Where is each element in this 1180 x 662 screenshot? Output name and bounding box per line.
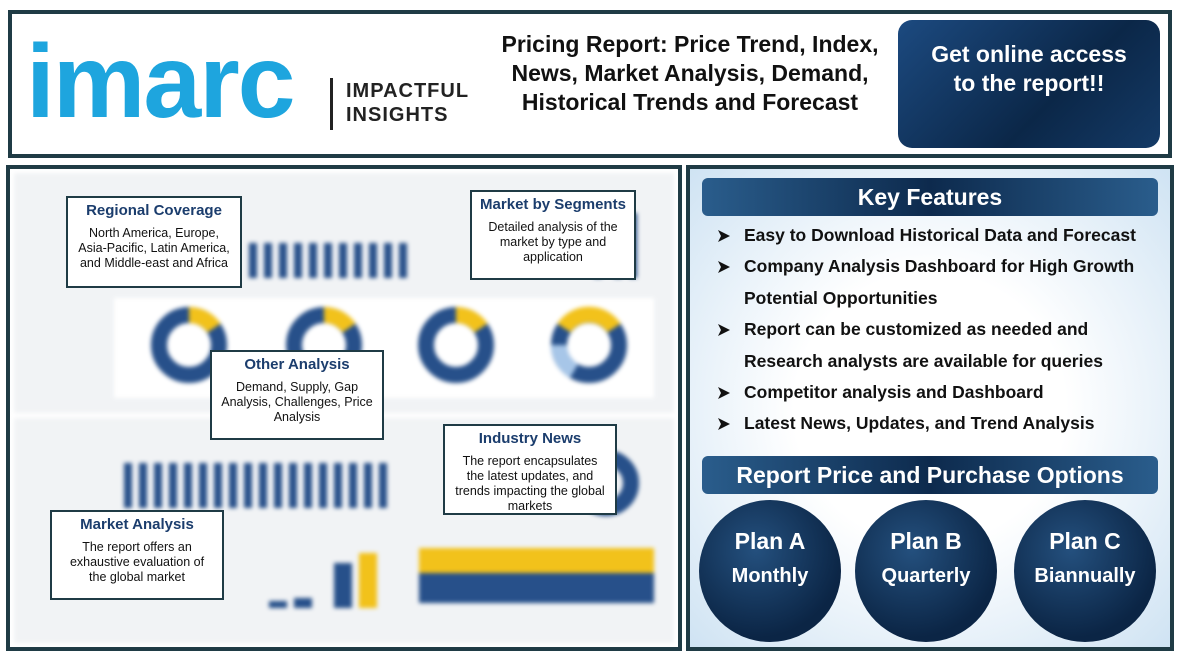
plan-name: Plan B: [890, 528, 962, 554]
bullet-icon: [718, 230, 730, 242]
plan-period: Biannually: [1034, 565, 1136, 587]
section-title: Report Price and Purchase Options: [702, 456, 1158, 494]
cta-button[interactable]: Get online access to the report!!: [898, 20, 1160, 148]
feature-item: Report can be customized as needed and R…: [716, 314, 1156, 377]
feature-item: Latest News, Updates, and Trend Analysis: [716, 408, 1156, 440]
header-panel: [8, 10, 1172, 158]
dashboard-panel: [6, 165, 682, 651]
callout: Other Analysis Demand, Supply, Gap Analys…: [210, 350, 384, 440]
logo: imarc: [26, 24, 296, 140]
bullet-icon: [718, 261, 730, 273]
plan-button[interactable]: Plan B Quarterly: [855, 500, 997, 642]
section-title: Key Features: [702, 178, 1158, 216]
bullet-icon: [718, 387, 730, 399]
bullet-icon: [718, 418, 730, 430]
plan-name: Plan A: [734, 528, 806, 554]
plan-button[interactable]: Plan A Monthly: [699, 500, 841, 642]
feature-item: Easy to Download Historical Data and For…: [716, 220, 1156, 252]
feature-item: Competitor analysis and Dashboard: [716, 377, 1156, 409]
callout: Industry News The report encapsulates the…: [443, 424, 617, 515]
callout: Market Analysis The report offers an exha…: [50, 510, 224, 600]
tagline: IMPACTFUL: [346, 80, 470, 102]
plan-button[interactable]: Plan C Biannually: [1014, 500, 1156, 642]
plan-name: Plan C: [1049, 528, 1121, 554]
plan-period: Quarterly: [881, 565, 971, 587]
divider: [330, 78, 333, 130]
bullet-icon: [718, 324, 730, 336]
feature-item: Company Analysis Dashboard for High Grow…: [716, 251, 1156, 314]
plan-period: Monthly: [731, 565, 809, 587]
callout: Market by Segments Detailed analysis of t…: [470, 190, 636, 280]
tagline: INSIGHTS: [346, 104, 449, 126]
callout: Regional Coverage North America, Europe, …: [66, 196, 242, 288]
title: Pricing Report: Price Trend, Index, News…: [501, 31, 879, 115]
